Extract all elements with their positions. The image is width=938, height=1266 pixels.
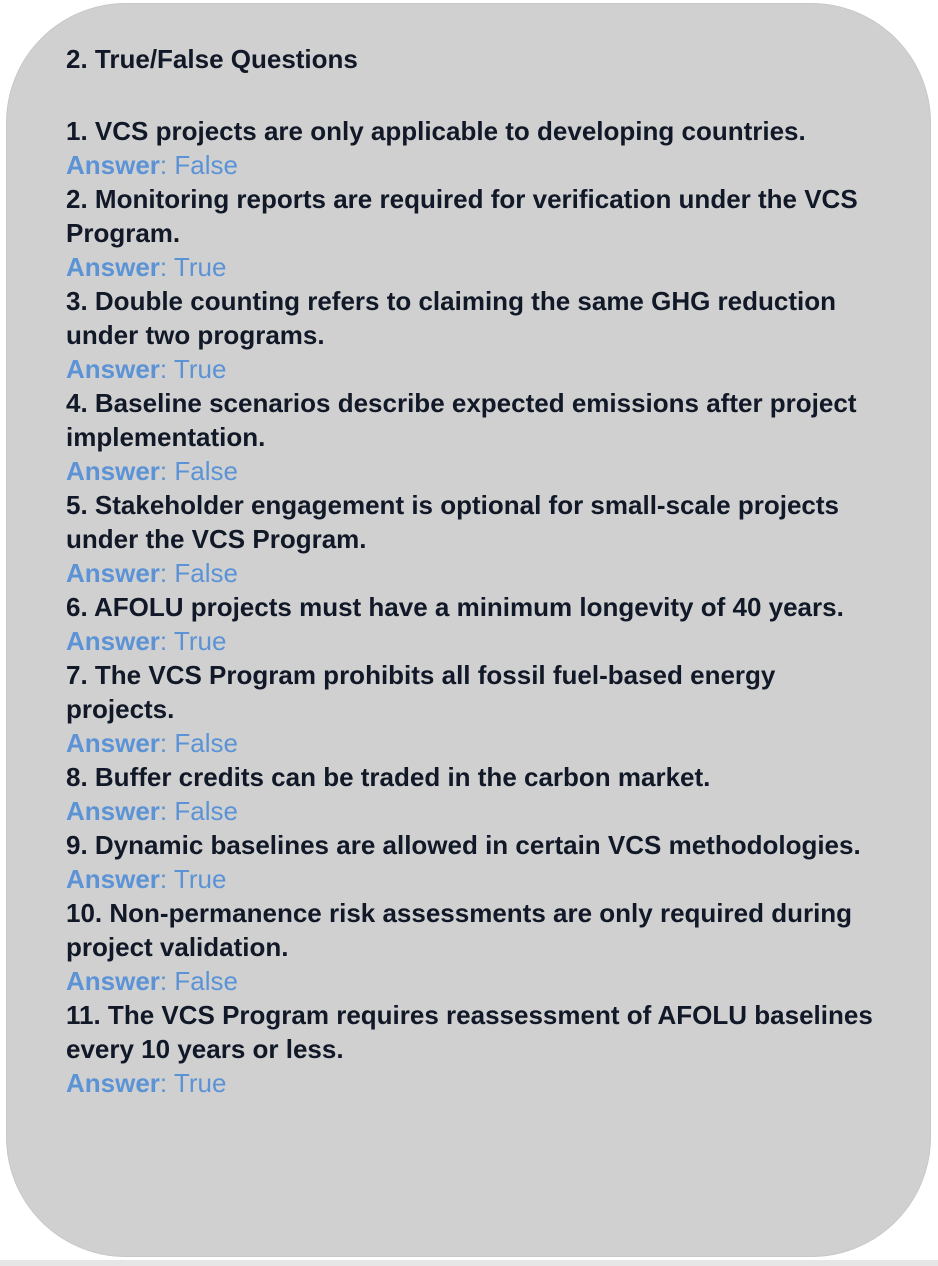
answer-value: True <box>173 354 227 384</box>
answer-value: False <box>174 728 238 758</box>
answer-line: Answer: False <box>66 556 886 590</box>
content-card <box>6 3 931 1257</box>
question-text: 7. The VCS Program prohibits all fossil … <box>66 660 776 724</box>
question-text: 5. Stakeholder engagement is optional fo… <box>66 490 840 554</box>
question-text: 8. Buffer credits can be traded in the c… <box>66 762 711 792</box>
answer-label: Answer <box>66 1068 160 1098</box>
answer-label: Answer <box>66 354 160 384</box>
question-text: 2. Monitoring reports are required for v… <box>66 184 858 248</box>
answer-line: Answer: True <box>66 862 886 896</box>
answer-value: False <box>174 456 238 486</box>
question-item: 2. Monitoring reports are required for v… <box>66 182 886 284</box>
bottom-divider <box>0 1260 938 1266</box>
answer-separator: : <box>159 456 175 486</box>
question-item: 11. The VCS Program requires reassessmen… <box>66 998 886 1100</box>
answer-separator: : <box>159 796 175 826</box>
answer-label: Answer <box>66 626 160 656</box>
answer-label: Answer <box>66 456 160 486</box>
question-item: 6. AFOLU projects must have a minimum lo… <box>66 590 886 658</box>
question-text: 11. The VCS Program requires reassessmen… <box>66 1000 873 1064</box>
answer-label: Answer <box>66 728 160 758</box>
answer-line: Answer: True <box>66 624 886 658</box>
answer-line: Answer: True <box>66 352 886 386</box>
answer-label: Answer <box>66 150 160 180</box>
answer-separator: : <box>159 1068 174 1098</box>
answer-separator: : <box>159 966 175 996</box>
question-item: 3. Double counting refers to claiming th… <box>66 284 886 386</box>
answer-line: Answer: False <box>66 726 886 760</box>
question-item: 7. The VCS Program prohibits all fossil … <box>66 658 886 760</box>
answer-value: False <box>174 966 238 996</box>
answer-label: Answer <box>66 864 160 894</box>
answer-value: True <box>173 626 227 656</box>
answer-line: Answer: True <box>66 1066 886 1100</box>
answer-separator: : <box>159 864 174 894</box>
answer-line: Answer: False <box>66 454 886 488</box>
question-item: 5. Stakeholder engagement is optional fo… <box>66 488 886 590</box>
answer-label: Answer <box>66 558 160 588</box>
answer-value: False <box>174 796 238 826</box>
question-item: 9. Dynamic baselines are allowed in cert… <box>66 828 886 896</box>
answer-separator: : <box>159 354 174 384</box>
questions-section: 2. True/False Questions 1. VCS projects … <box>66 42 886 1100</box>
answer-line: Answer: True <box>66 250 886 284</box>
section-title: 2. True/False Questions <box>66 44 358 74</box>
answer-line: Answer: False <box>66 794 886 828</box>
answer-value: True <box>173 252 227 282</box>
question-list: 1. VCS projects are only applicable to d… <box>66 114 886 1100</box>
answer-label: Answer <box>66 966 160 996</box>
question-text: 10. Non-permanence risk assessments are … <box>66 898 853 962</box>
answer-value: False <box>174 150 238 180</box>
answer-value: True <box>173 1068 227 1098</box>
answer-separator: : <box>159 150 175 180</box>
answer-label: Answer <box>66 252 160 282</box>
question-text: 9. Dynamic baselines are allowed in cert… <box>66 830 861 860</box>
question-text: 3. Double counting refers to claiming th… <box>66 286 837 350</box>
answer-separator: : <box>159 626 174 656</box>
answer-value: True <box>173 864 227 894</box>
question-item: 8. Buffer credits can be traded in the c… <box>66 760 886 828</box>
question-text: 1. VCS projects are only applicable to d… <box>66 116 806 146</box>
answer-separator: : <box>159 558 175 588</box>
question-text: 4. Baseline scenarios describe expected … <box>66 388 857 452</box>
answer-label: Answer <box>66 796 160 826</box>
question-text: 6. AFOLU projects must have a minimum lo… <box>66 592 844 622</box>
question-item: 1. VCS projects are only applicable to d… <box>66 114 886 182</box>
question-item: 4. Baseline scenarios describe expected … <box>66 386 886 488</box>
answer-separator: : <box>159 252 174 282</box>
answer-line: Answer: False <box>66 964 886 998</box>
answer-separator: : <box>159 728 175 758</box>
question-item: 10. Non-permanence risk assessments are … <box>66 896 886 998</box>
answer-value: False <box>174 558 238 588</box>
answer-line: Answer: False <box>66 148 886 182</box>
